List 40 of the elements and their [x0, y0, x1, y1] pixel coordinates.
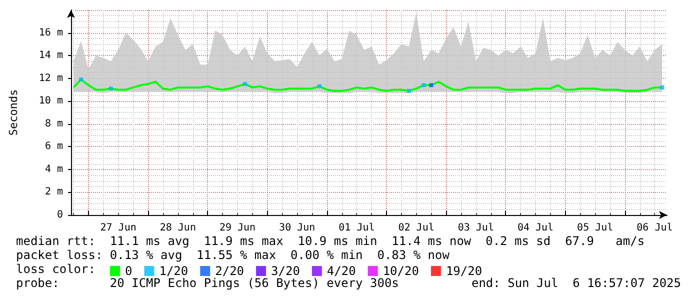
- legend-label: 19/20: [446, 264, 482, 278]
- y-tick-label: 14 m: [38, 50, 63, 62]
- y-tick-label: 16 m: [38, 27, 63, 38]
- x-tick-label: 02 Jul: [398, 222, 434, 234]
- y-tick-label: 12 m: [38, 72, 63, 84]
- x-tick-label: 03 Jul: [458, 222, 494, 234]
- point: [429, 83, 434, 88]
- legend-label: 0: [125, 264, 132, 278]
- point: [422, 83, 426, 88]
- y-tick-label: 10 m: [38, 96, 63, 107]
- y-tick-label: 0: [56, 210, 63, 220]
- legend-label: 1/20: [159, 264, 188, 278]
- y-tick-label: 8 m: [44, 118, 63, 130]
- x-tick-label: 06 Jul: [636, 222, 673, 234]
- point: [108, 86, 113, 91]
- y-axis-title: Seconds: [7, 89, 20, 136]
- x-tick-label: 28 Jun: [160, 222, 196, 234]
- x-tick-label: 30 Jun: [279, 222, 316, 234]
- point: [317, 84, 322, 88]
- legend-title: loss color:: [16, 262, 96, 276]
- x-tick-label: 05 Jul: [577, 222, 614, 234]
- point: [242, 82, 247, 86]
- y-tick-label: 6 m: [44, 141, 63, 152]
- text: probe: 20 ICMP Echo Pings (56 Bytes) every 300s: [16, 276, 399, 290]
- point: [79, 77, 84, 82]
- point: [406, 88, 411, 93]
- x-tick-label: 29 Jun: [219, 222, 256, 234]
- y-tick-label: 2 m: [44, 186, 63, 198]
- x-tick-label: 27 Jun: [100, 222, 136, 234]
- text: median rtt: 11.1 ms avg 11.9 ms max 10.9 ms min 11.4 ms now 0.2 ms sd 67.9 am/s: [16, 234, 645, 248]
- legend-label: 3/20: [271, 264, 300, 278]
- x-tick-label: 04 Jul: [517, 222, 554, 234]
- y-tick-label: 4 m: [44, 164, 63, 175]
- x-tick-label: 01 Jul: [338, 222, 375, 234]
- legend-label: 4/20: [326, 264, 356, 278]
- legend-label: 10/20: [382, 264, 419, 278]
- text: end: Sun Jul 6 16:57:07 2025: [471, 276, 681, 290]
- point: [660, 85, 664, 90]
- legend-label: 2/20: [215, 264, 244, 278]
- text: packet loss: 0.13 % avg 11.55 % max 0.00 % min 0.83 % now: [16, 248, 450, 262]
